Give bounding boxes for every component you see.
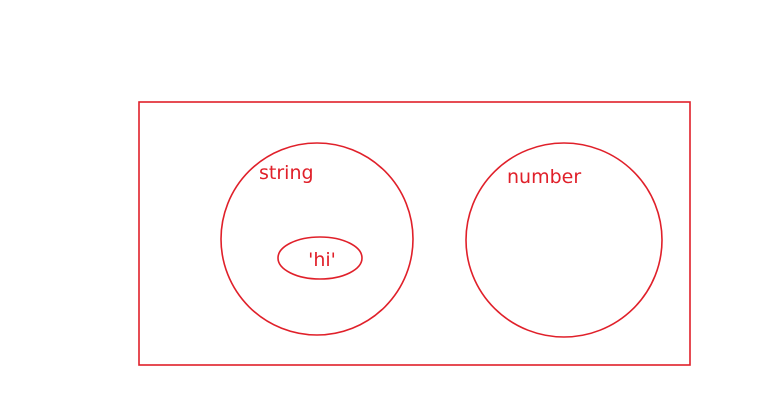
- set-label-string: string: [259, 162, 314, 184]
- set-label-number: number: [507, 166, 581, 188]
- set-circle-number: [465, 142, 663, 338]
- member-label-hi: 'hi': [308, 249, 336, 271]
- member-ellipse-hi: [277, 236, 363, 280]
- set-circle-string: [220, 142, 414, 336]
- universe-box: [138, 101, 691, 366]
